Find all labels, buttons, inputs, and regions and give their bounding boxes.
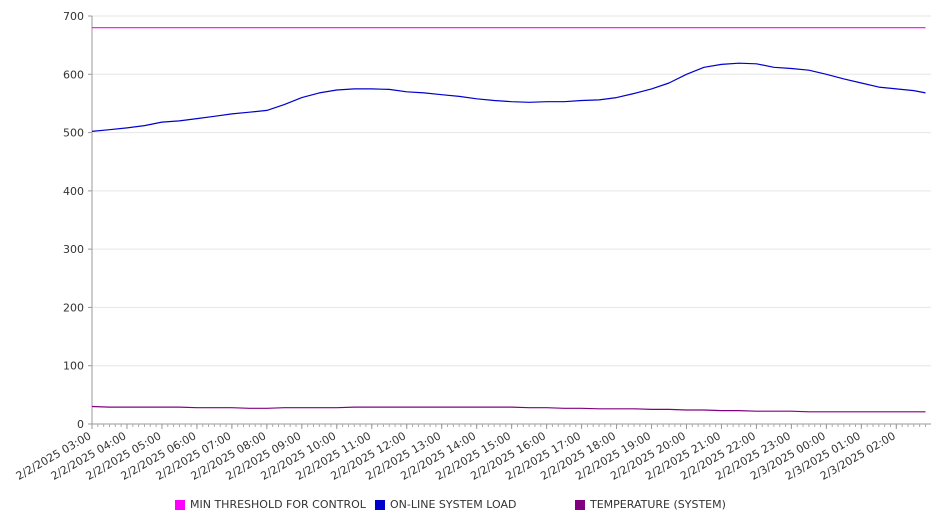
legend-item-min-threshold[interactable]: MIN THRESHOLD FOR CONTROL (175, 498, 366, 511)
legend-label-min-threshold: MIN THRESHOLD FOR CONTROL (190, 498, 366, 511)
y-tick-label: 400 (63, 185, 84, 198)
y-tick-label: 200 (63, 301, 84, 314)
chart-legend: MIN THRESHOLD FOR CONTROL ON-LINE SYSTEM… (175, 498, 775, 514)
legend-swatch-system-load (375, 499, 385, 510)
legend-label-system-load: ON-LINE SYSTEM LOAD (390, 498, 517, 511)
series-line-temperature (91, 405, 926, 413)
y-tick-label: 0 (77, 418, 84, 431)
series-line-system-load (91, 62, 926, 132)
y-tick-labels: 0 100 200 300 400 500 600 700 (63, 10, 84, 431)
legend-item-system-load[interactable]: ON-LINE SYSTEM LOAD (375, 498, 516, 511)
legend-item-temperature[interactable]: TEMPERATURE (SYSTEM) (575, 498, 726, 511)
y-tick-label: 700 (63, 10, 84, 23)
series-lines (91, 27, 926, 413)
legend-swatch-min-threshold (175, 499, 185, 510)
grid-lines (92, 15, 931, 367)
axes (88, 15, 931, 429)
y-tick-label: 600 (63, 68, 84, 81)
legend-swatch-temperature (575, 499, 585, 510)
y-tick-label: 100 (63, 360, 84, 373)
y-tick-label: 500 (63, 127, 84, 140)
y-tick-label: 300 (63, 243, 84, 256)
x-tick-labels: 2/2/2025 03:002/2/2025 04:002/2/2025 05:… (14, 429, 898, 483)
legend-label-temperature: TEMPERATURE (SYSTEM) (590, 498, 726, 511)
